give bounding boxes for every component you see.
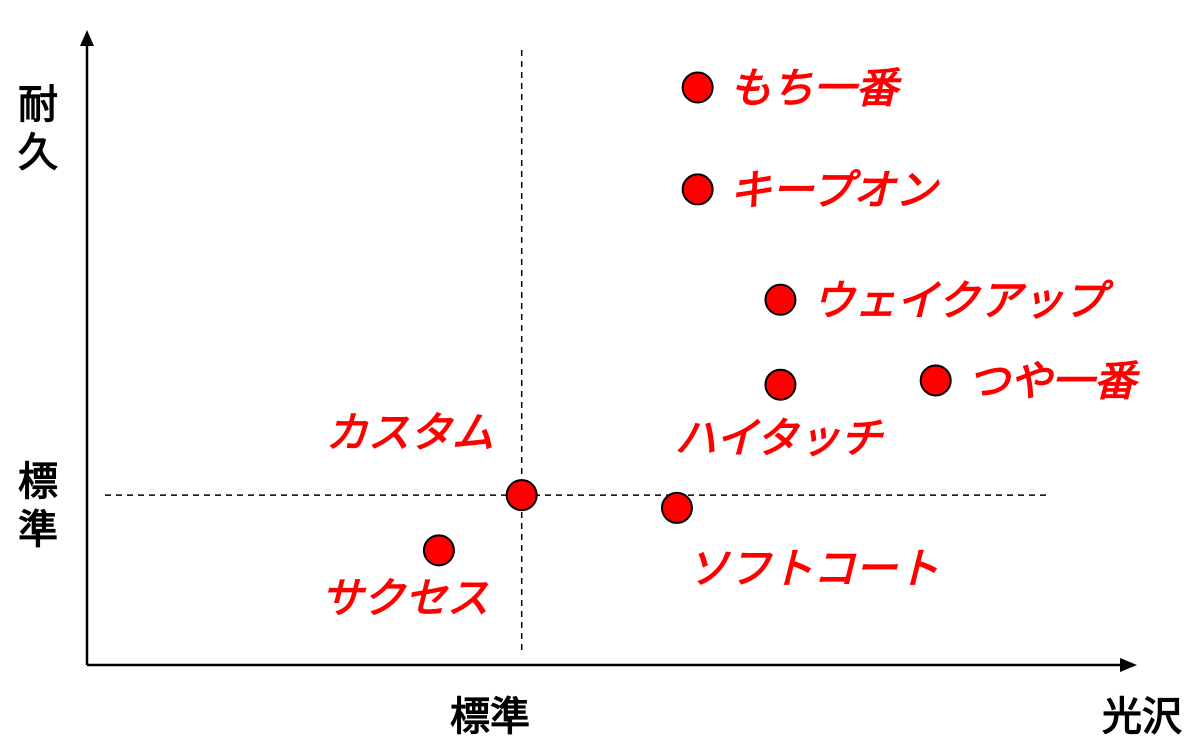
data-point-label-8: サクセス [321, 573, 489, 622]
data-point-label-6: カスタム [326, 408, 494, 457]
data-point-8 [422, 534, 455, 567]
data-point-3 [764, 283, 797, 316]
y-axis-arrow-icon [80, 30, 94, 46]
data-point-7 [660, 491, 693, 524]
x-axis-arrow-icon [1120, 658, 1137, 672]
data-point-6 [505, 479, 538, 512]
data-point-1 [681, 71, 714, 104]
data-point-label-7: ソフトコート [687, 544, 939, 593]
data-point-label-4: ハイタッチ [675, 414, 885, 463]
data-point-label-3: ウェイクアップ [812, 276, 1114, 325]
data-point-label-5: つや一番 [968, 356, 1141, 405]
data-point-4 [764, 368, 797, 401]
x-reference-label: 標準 [450, 694, 530, 738]
x-axis-title: 光沢 [1102, 694, 1183, 738]
y-axis-title: 耐久 [18, 82, 58, 176]
data-point-5 [919, 364, 952, 397]
data-point-label-1: もち一番 [730, 63, 903, 112]
data-point-2 [681, 173, 714, 206]
y-reference-label: 標準 [18, 459, 58, 553]
data-point-label-2: キープオン [730, 165, 940, 214]
